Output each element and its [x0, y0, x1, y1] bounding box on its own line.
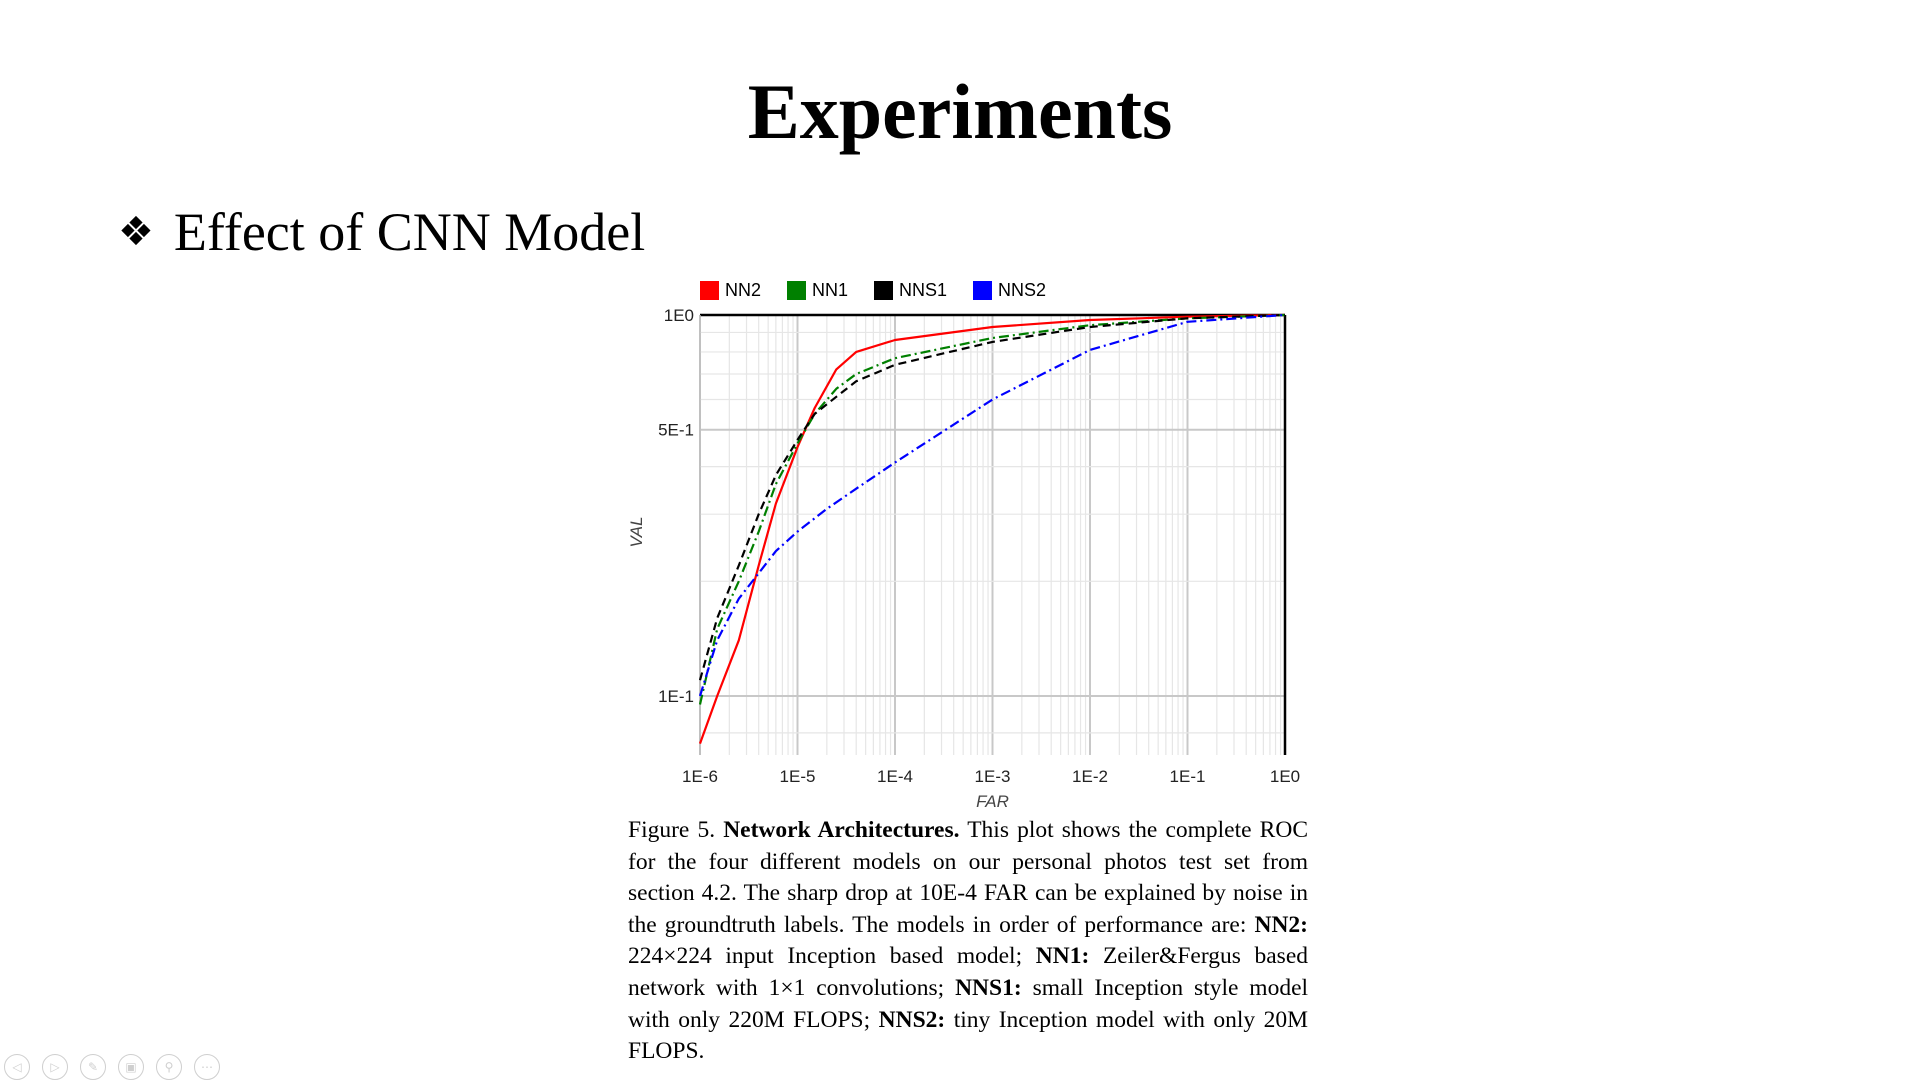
roc-chart: 1E-6 1E-5 1E-4 1E-3 1E-2 1E-1 1E0 1E0 5E-1 1E-1 FA… — [627, 306, 1300, 810]
y-tick-label: 1E-1 — [658, 687, 694, 706]
slide-nav-toolbar: ◁ ▷ ✎ ▣ ⚲ ⋯ — [4, 1054, 232, 1080]
x-axis-label: FAR — [976, 792, 1009, 810]
legend-label-nn1: NN1 — [812, 280, 849, 300]
x-tick-label: 1E-3 — [975, 767, 1011, 786]
chart-legend: NN2 NN1 NNS1 NNS2 — [700, 280, 1072, 301]
legend-item-nn1: NN1 — [787, 280, 848, 301]
previous-icon[interactable]: ◁ — [4, 1054, 30, 1080]
x-tick-label: 1E-2 — [1072, 767, 1108, 786]
bullet-text: Effect of CNN Model — [173, 202, 646, 262]
legend-swatch-nn2 — [700, 281, 719, 300]
legend-item-nn2: NN2 — [700, 280, 761, 301]
x-tick-label: 1E-4 — [877, 767, 913, 786]
caption-figure-label: Figure 5. — [628, 817, 716, 843]
legend-label-nn2: NN2 — [725, 280, 762, 300]
figure-caption: Figure 5. Network Architectures. This pl… — [628, 815, 1308, 1068]
legend-item-nns1: NNS1 — [874, 280, 947, 301]
x-tick-label: 1E-6 — [682, 767, 718, 786]
slide-title: Experiments — [747, 68, 1173, 155]
series-line-nn1 — [698, 313, 1286, 705]
caption-nn2-label: NN2: — [1254, 911, 1309, 938]
caption-nns1-text: small Inception style model with only 22… — [628, 974, 1309, 1033]
more-icon[interactable]: ⋯ — [194, 1054, 220, 1080]
next-icon[interactable]: ▷ — [42, 1054, 68, 1080]
x-tick-label: 1E-5 — [780, 767, 816, 786]
series-line-nn2 — [698, 313, 1286, 744]
series-line-nns1 — [698, 313, 1286, 681]
bullet-item: ❖ Effect of CNN Model — [118, 197, 645, 267]
legend-swatch-nns1 — [874, 281, 894, 300]
legend-label-nns1: NNS1 — [899, 280, 948, 300]
four-diamond-bullet-icon: ❖ — [118, 209, 154, 255]
legend-swatch-nn1 — [787, 281, 807, 300]
caption-nn1-label: NN1: — [1035, 943, 1090, 970]
y-tick-label: 5E-1 — [658, 421, 694, 440]
legend-label-nns2: NNS2 — [998, 280, 1047, 300]
y-tick-label: 1E0 — [664, 306, 694, 325]
pen-icon[interactable]: ✎ — [80, 1054, 106, 1080]
x-tick-label: 1E0 — [1270, 767, 1300, 786]
x-tick-label: 1E-1 — [1170, 767, 1206, 786]
caption-nns2-text: tiny Inception model with only 20M FLOPS… — [628, 1006, 1308, 1065]
y-axis-label: VAL — [627, 516, 646, 547]
caption-nns2-label: NNS2: — [878, 1006, 946, 1033]
legend-item-nns2: NNS2 — [973, 280, 1046, 301]
caption-heading: Network Architectures. — [723, 817, 960, 843]
slides-icon[interactable]: ▣ — [118, 1054, 144, 1080]
caption-nns1-label: NNS1: — [955, 974, 1022, 1001]
legend-swatch-nns2 — [973, 281, 993, 300]
series-line-nns2 — [698, 313, 1286, 697]
zoom-icon[interactable]: ⚲ — [156, 1054, 182, 1080]
caption-nn1-text: Zeiler&Fergus based network with 1×1 con… — [628, 943, 1309, 1001]
caption-body: This plot shows the complete ROC for the… — [628, 817, 1308, 938]
caption-nn2-text: 224×224 input Inception based model; — [628, 943, 1023, 970]
